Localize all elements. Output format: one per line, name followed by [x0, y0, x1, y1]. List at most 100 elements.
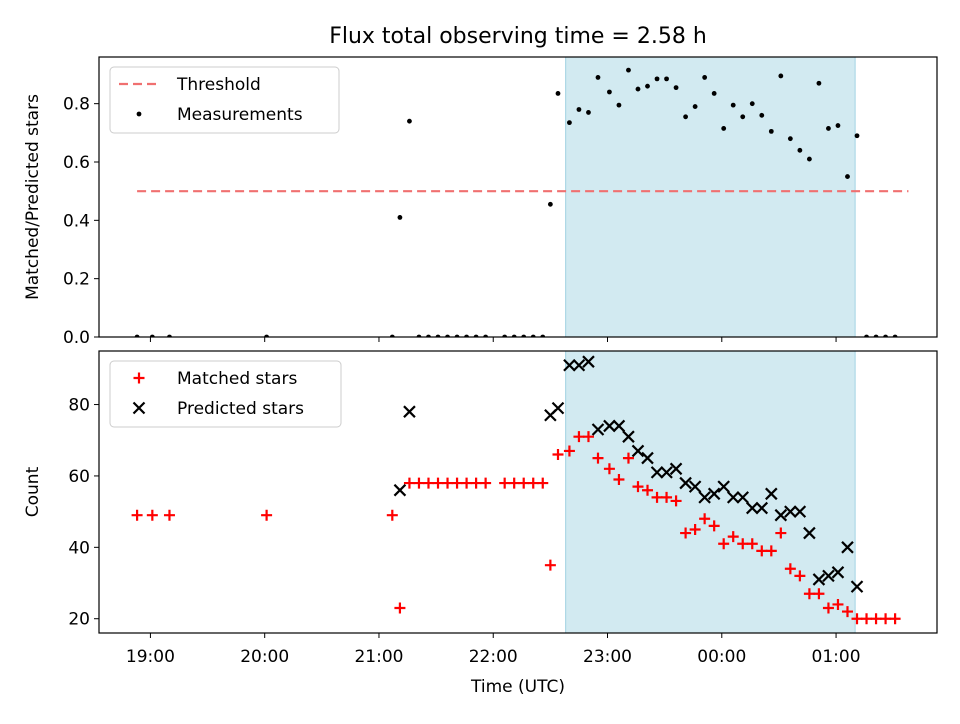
matched-stars-point [727, 531, 739, 543]
matched-stars-point [680, 527, 692, 539]
top-panel-matched-ratio: 0.0 0.2 0.4 0.6 0.8 Matched/Predicted stars Th… [23, 56, 938, 348]
predicted-stars-point [803, 526, 816, 540]
predicted-stars-point [822, 569, 835, 583]
predicted-stars-point [698, 491, 711, 504]
matched-stars-point [784, 563, 796, 575]
predicted-stars-point [403, 405, 416, 418]
predicted-stars-point [812, 573, 826, 586]
measurements-point [555, 91, 561, 96]
predicted-stars-point [831, 566, 845, 579]
x-tick-label: 20:00 [240, 647, 289, 667]
predicted-stars-point [572, 359, 586, 372]
matched-stars-point [394, 602, 406, 614]
matched-stars-point [880, 613, 892, 625]
y-tick-label: 0.2 [63, 270, 90, 290]
measurements-point [586, 110, 591, 115]
predicted-stars-point [660, 466, 673, 479]
measurements-point [664, 76, 669, 82]
legend: Threshold Measurements [109, 66, 340, 134]
matched-stars-point [775, 527, 787, 539]
matched-stars-point [261, 509, 273, 521]
measurements-point [787, 136, 793, 142]
predicted-stars-point [765, 487, 778, 501]
matched-stars-point [573, 431, 585, 443]
matched-stars-point [442, 477, 454, 489]
matched-stars-point [794, 570, 806, 582]
measurements-point [692, 104, 698, 109]
predicted-stars-point [669, 462, 683, 476]
measurements-point [397, 215, 403, 220]
matched-stars-point [592, 452, 604, 464]
matched-stars-point [822, 602, 834, 614]
matched-stars-point [499, 477, 511, 489]
legend-label: Predicted stars [177, 399, 304, 419]
y-tick-label: 0.0 [63, 328, 90, 348]
measurements-point [768, 128, 774, 134]
matched-stars-point [861, 613, 873, 625]
legend: Matched stars Predicted stars [109, 360, 342, 428]
measurements-point [576, 107, 582, 112]
matched-stars-point [470, 477, 482, 489]
y-axis-label: Count [23, 466, 43, 517]
measurements-point [721, 126, 727, 131]
matched-stars-point [699, 513, 711, 525]
predicted-stars-point [707, 487, 721, 501]
matched-stars-point [146, 509, 158, 521]
measurements-point [673, 85, 679, 91]
predicted-stars-point [784, 505, 797, 518]
matched-stars-point [537, 477, 549, 489]
measurements-point [626, 67, 631, 73]
measurements-point [683, 114, 688, 120]
matched-stars-point [870, 613, 882, 625]
predicted-stars-point [641, 451, 654, 465]
matched-stars-point [765, 545, 777, 557]
predicted-stars-point [736, 491, 750, 504]
matched-stars-point [527, 477, 539, 489]
matched-stars-point [131, 509, 143, 521]
y-tick-label: 80 [68, 396, 90, 416]
measurements-point [759, 112, 765, 118]
x-tick-label: 19:00 [126, 647, 175, 667]
measurements-point [547, 201, 553, 207]
matched-stars-point [851, 613, 863, 625]
predicted-stars-point [726, 491, 740, 504]
y-tick-label: 60 [68, 467, 90, 487]
matched-stars-point [386, 509, 398, 521]
legend-swatch [136, 111, 142, 117]
data-layer [131, 355, 901, 625]
measurements-point [854, 133, 860, 139]
measurements-point [595, 75, 601, 80]
predicted-stars-point [688, 480, 702, 493]
matched-stars-point [841, 606, 853, 618]
matched-stars-point [518, 477, 530, 489]
matched-stars-point [451, 477, 463, 489]
x-tick-label: 01:00 [812, 647, 861, 667]
measurements-point [567, 120, 572, 126]
matched-stars-point [480, 477, 492, 489]
matched-stars-point [582, 431, 594, 443]
matched-stars-point [803, 588, 815, 600]
predicted-stars-point [582, 355, 595, 368]
predicted-stars-point [850, 580, 864, 593]
x-tick-label: 23:00 [583, 647, 632, 667]
predicted-stars-point [679, 476, 692, 490]
matched-stars-point [403, 477, 415, 489]
predicted-stars-point [551, 401, 565, 415]
predicted-stars-point [612, 419, 626, 433]
measurements-point [778, 73, 784, 79]
legend-swatch [132, 401, 146, 415]
matched-stars-point [163, 509, 175, 521]
matched-stars-point [563, 445, 575, 457]
matched-stars-point [661, 491, 673, 503]
measurements-point [806, 156, 812, 162]
x-axis-label: Time (UTC) [470, 677, 565, 697]
measurements-point [816, 80, 822, 86]
matched-stars-point [413, 477, 425, 489]
predicted-stars-point [755, 501, 769, 515]
predicted-stars-point [650, 466, 664, 479]
x-tick-label: 00:00 [697, 647, 746, 667]
measurements-point [635, 86, 641, 92]
measurements-point [645, 83, 650, 89]
predicted-stars-point [591, 423, 605, 436]
